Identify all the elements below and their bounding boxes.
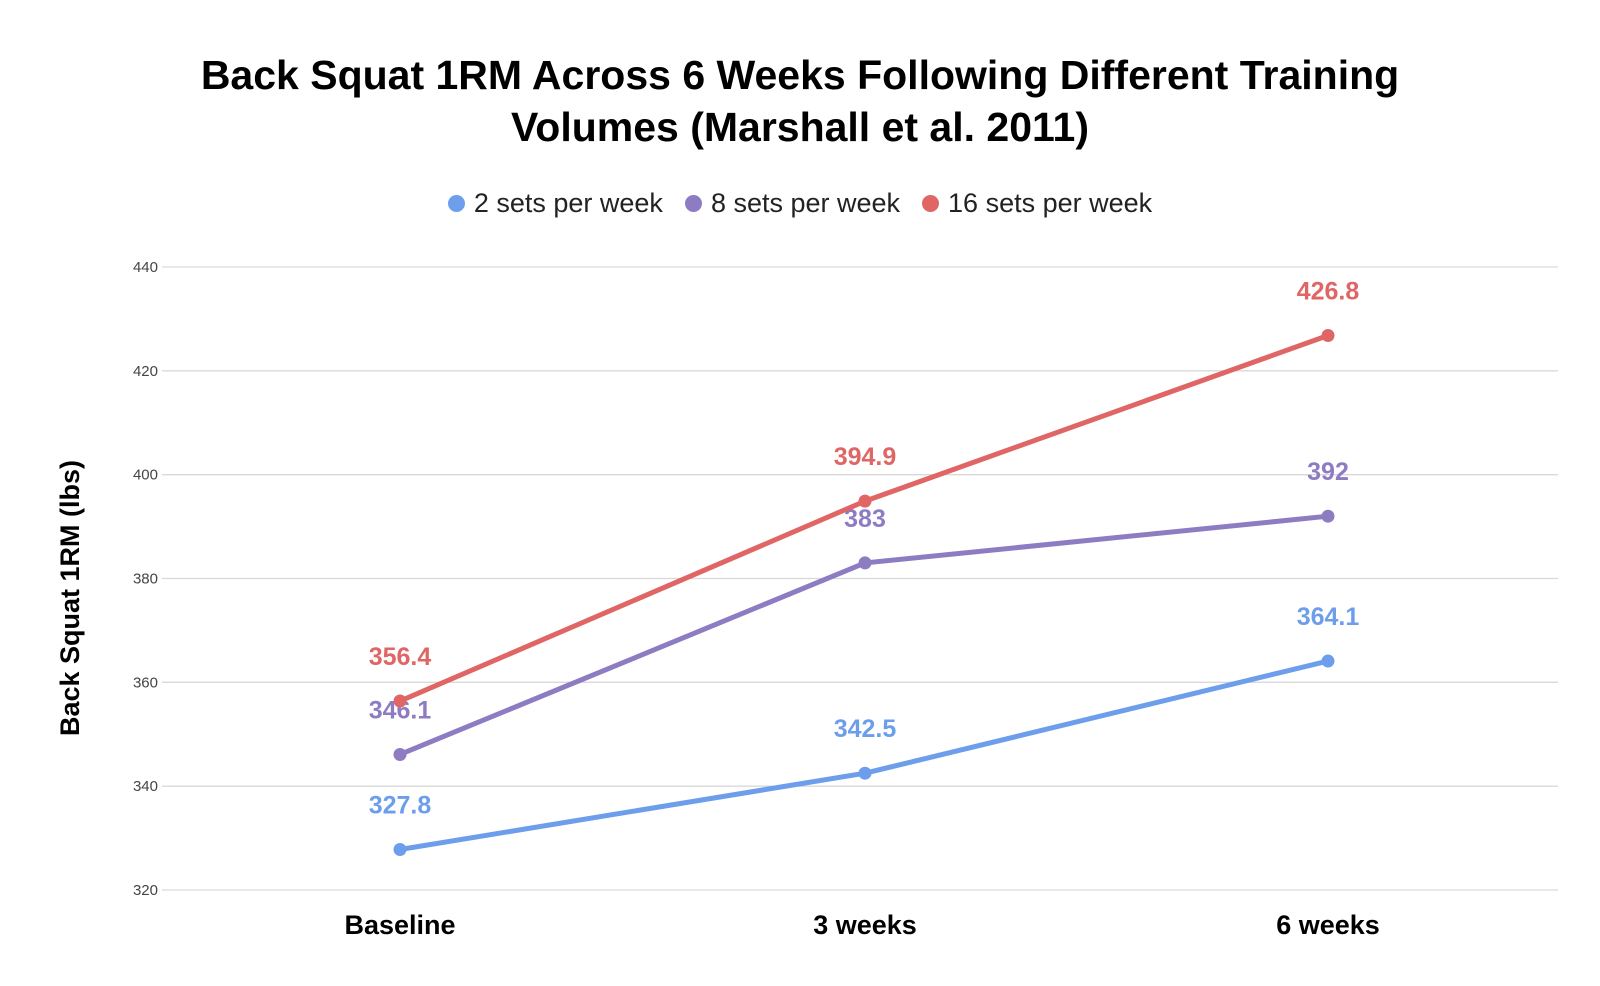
data-point (393, 843, 407, 857)
legend-marker-icon (684, 195, 702, 212)
x-tick-label: 6 weeks (1276, 910, 1380, 940)
data-label: 426.8 (1297, 278, 1360, 306)
series-line (397, 658, 1331, 853)
data-label: 392 (1307, 458, 1349, 486)
y-tick-label: 360 (133, 674, 158, 691)
x-tick-label: Baseline (344, 910, 455, 940)
y-tick-label: 420 (133, 363, 158, 380)
chart-title-line-2: Volumes (Marshall et al. 2011) (510, 104, 1090, 150)
data-label: 364.1 (1297, 603, 1360, 631)
legend-item-8-sets[interactable]: 8 sets per week (684, 188, 901, 219)
data-point (393, 694, 407, 708)
data-point (858, 766, 872, 780)
data-label: 327.8 (369, 792, 432, 820)
y-tick-label: 320 (133, 882, 158, 899)
data-point (1321, 509, 1335, 523)
data-point (858, 494, 872, 508)
legend-label: 8 sets per week (710, 188, 901, 218)
y-tick-label: 440 (133, 259, 158, 276)
legend-marker-icon (922, 195, 940, 212)
data-label: 342.5 (834, 715, 897, 743)
y-tick-label: 340 (133, 778, 158, 795)
legend-item-2-sets[interactable]: 2 sets per week (447, 188, 663, 219)
legend-label: 2 sets per week (473, 188, 663, 218)
data-point (858, 556, 872, 570)
data-point (1321, 654, 1335, 668)
data-label: 356.4 (369, 643, 432, 671)
data-point (1321, 329, 1335, 343)
legend: 2 sets per week 8 sets per week 16 sets … (0, 188, 1600, 219)
legend-label: 16 sets per week (948, 188, 1153, 218)
y-axis-title: Back Squat 1RM (lbs) (55, 460, 85, 736)
legend-marker-icon (447, 195, 465, 212)
chart-title-line-1: Back Squat 1RM Across 6 Weeks Following … (200, 52, 1400, 98)
data-label: 394.9 (834, 443, 897, 471)
x-tick-label: 3 weeks (813, 910, 917, 940)
legend-item-16-sets[interactable]: 16 sets per week (922, 188, 1152, 219)
y-tick-label: 400 (133, 467, 158, 484)
data-point (393, 747, 407, 761)
y-tick-label: 380 (133, 571, 158, 588)
